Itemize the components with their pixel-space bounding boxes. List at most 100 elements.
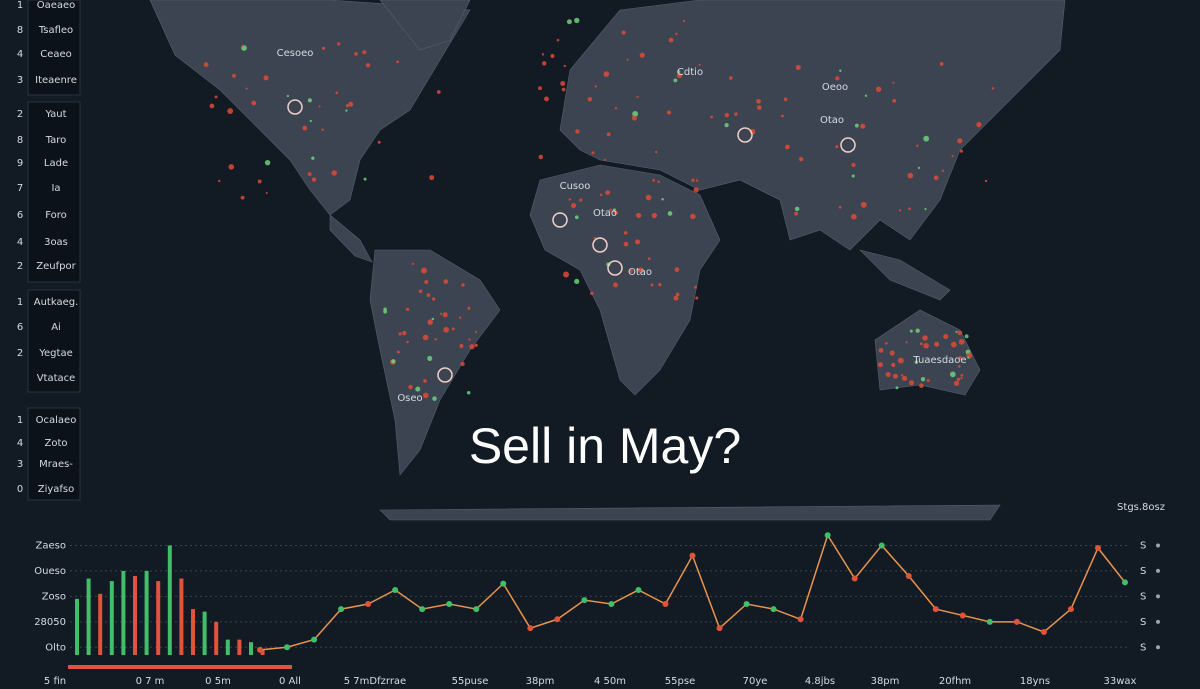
- bar: [191, 609, 195, 655]
- sidebar-label: Tsafleo: [38, 25, 73, 36]
- map-dot: [955, 330, 958, 333]
- map-dot: [541, 53, 545, 56]
- map-dot: [422, 334, 429, 341]
- map-dot: [591, 151, 595, 155]
- map-dot: [544, 96, 549, 102]
- map-dot: [941, 169, 945, 172]
- x-tick-label: 0 5m: [205, 676, 231, 687]
- map-dot: [628, 268, 633, 274]
- map-dot: [794, 211, 799, 216]
- map-dot: [905, 341, 908, 344]
- map-dot: [321, 46, 326, 50]
- map-dot: [915, 328, 920, 333]
- map-dot: [877, 362, 883, 368]
- chart-corner-label: Stgs.8osz: [1117, 502, 1165, 513]
- map-dot: [396, 350, 400, 354]
- map-dot: [423, 392, 429, 399]
- right-marker: [1156, 645, 1160, 650]
- map-dot: [895, 386, 899, 390]
- map-dot: [429, 175, 435, 181]
- line-point: [311, 636, 318, 643]
- map-dot: [474, 343, 478, 347]
- sidebar-label: Ia: [51, 183, 60, 194]
- sidebar-box: [27, 101, 81, 283]
- y-tick-label: Zaeso: [36, 540, 66, 551]
- map-dot: [606, 132, 611, 137]
- map-land: [149, 0, 1066, 521]
- map-dot: [605, 190, 610, 195]
- sidebar-label: Autkaeg.: [34, 297, 79, 308]
- map-dot: [575, 129, 580, 134]
- map-dot: [949, 371, 956, 378]
- map-dot: [590, 291, 594, 296]
- map-dot: [851, 174, 855, 178]
- map-dot: [631, 115, 637, 121]
- map-dot: [794, 206, 800, 212]
- sidebar-number: 0: [17, 484, 23, 495]
- x-tick-label: 38pm: [526, 676, 555, 687]
- sidebar-box: [27, 0, 81, 96]
- map-dot: [461, 283, 465, 287]
- map-dot: [563, 64, 566, 68]
- map-dot: [459, 316, 462, 319]
- map-dot: [984, 179, 988, 183]
- bar: [202, 611, 207, 655]
- bar: [214, 621, 219, 655]
- sidebar-label: Yegtae: [38, 348, 72, 359]
- map-dot: [908, 207, 911, 211]
- line-point: [554, 616, 561, 623]
- map-dot: [439, 312, 443, 315]
- map-dot: [451, 327, 455, 331]
- map-dot: [556, 38, 560, 42]
- map-dot: [657, 180, 660, 184]
- sidebar-number: 8: [17, 135, 23, 146]
- map-dot: [691, 178, 695, 182]
- line-point: [1040, 629, 1047, 635]
- map-dot: [922, 335, 928, 341]
- x-tick-label: 55pse: [665, 676, 695, 687]
- map-title: Sell in May?: [469, 418, 741, 474]
- y-tick-label: Oueso: [34, 566, 66, 577]
- map-dot: [398, 332, 402, 336]
- right-label: S: [1140, 540, 1146, 551]
- map-label: Oseo: [397, 393, 422, 404]
- right-marker: [1156, 594, 1160, 599]
- map-dot: [632, 110, 639, 117]
- line-point: [824, 532, 831, 539]
- map-dot: [875, 86, 882, 92]
- map-dot: [658, 282, 662, 287]
- map-dot: [959, 149, 964, 153]
- map-ring: [592, 237, 608, 253]
- x-tick-label: 55puse: [452, 676, 489, 687]
- map-dot: [263, 75, 269, 81]
- map-dot: [854, 123, 859, 128]
- map-dot: [958, 365, 961, 368]
- map-dot: [408, 384, 413, 390]
- map-dot: [923, 135, 930, 142]
- map-dot: [668, 37, 674, 43]
- map-dot: [901, 374, 904, 377]
- line-point: [959, 612, 966, 619]
- map-dot: [795, 64, 801, 70]
- map-dot: [897, 357, 904, 364]
- map-dot: [345, 104, 349, 108]
- map-dot: [603, 71, 610, 77]
- map-dot: [637, 267, 644, 274]
- map-dot: [623, 241, 629, 247]
- bar: [98, 593, 103, 655]
- map-dot: [614, 107, 618, 110]
- map-dot: [391, 359, 396, 364]
- map-dot: [321, 128, 324, 131]
- map-dot: [710, 115, 714, 119]
- map-dot: [434, 338, 437, 341]
- map-dot: [957, 330, 963, 336]
- map-ring: [287, 99, 303, 115]
- line-point: [338, 606, 345, 613]
- sidebar-number: 6: [17, 322, 23, 333]
- sidebar-number: 4: [17, 438, 23, 449]
- map-ring: [552, 212, 568, 228]
- map-dot: [542, 61, 547, 66]
- map-dot: [460, 361, 465, 367]
- map-dot: [608, 208, 612, 212]
- map-dot: [550, 53, 555, 58]
